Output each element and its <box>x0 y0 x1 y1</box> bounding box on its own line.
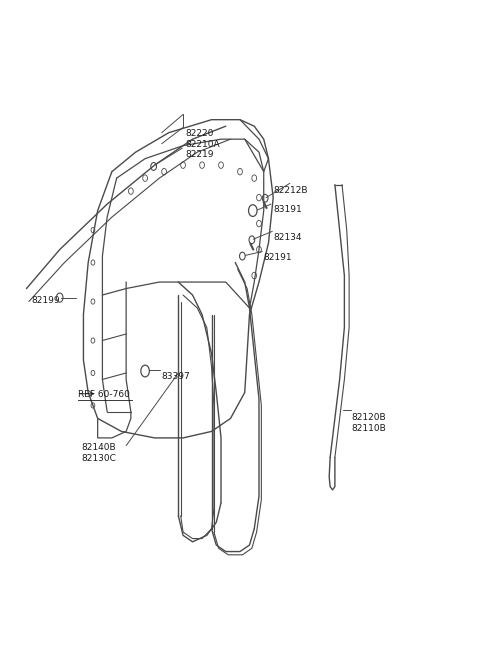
Text: 82199: 82199 <box>31 296 60 305</box>
Text: 82220
82210A: 82220 82210A <box>185 130 220 149</box>
Text: REF 60-760: REF 60-760 <box>78 390 130 400</box>
Text: 83397: 83397 <box>162 371 191 381</box>
Text: 82134: 82134 <box>273 233 302 242</box>
Text: 82219: 82219 <box>185 150 214 159</box>
Text: 82212B: 82212B <box>273 186 308 195</box>
Text: 82191: 82191 <box>264 253 292 262</box>
Text: 83191: 83191 <box>273 206 302 214</box>
Text: 82120B
82110B: 82120B 82110B <box>351 413 386 432</box>
Text: 82140B
82130C: 82140B 82130C <box>81 443 116 462</box>
